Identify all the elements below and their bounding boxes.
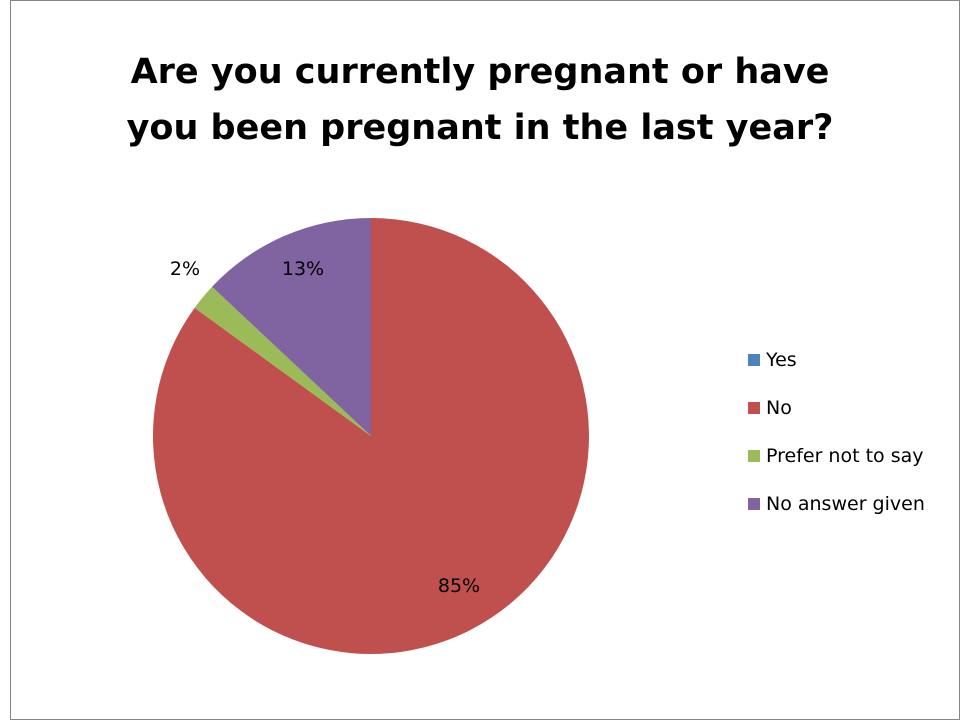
legend-item-no: No [748,396,925,420]
pie-slice-prefer-not-to-say [194,286,371,436]
pie-slice-no [152,218,589,654]
legend-item-no-answer-given: No answer given [748,492,925,516]
chart-title-line-1: Are you currently pregnant or have [130,52,830,92]
data-label-prefer-not-to-say: 2% [170,258,200,280]
legend-item-prefer-not-to-say: Prefer not to say [748,444,925,468]
data-label-no-answer-given: 13% [282,258,324,280]
chart-title: Are you currently pregnant or have you b… [60,44,900,156]
legend-swatch-yes [748,354,760,366]
legend-label-yes: Yes [766,349,797,371]
legend-swatch-no [748,402,760,414]
legend-label-no: No [766,397,792,419]
chart-legend: Yes No Prefer not to say No answer given [748,348,925,540]
legend-label-prefer-not-to-say: Prefer not to say [766,445,924,467]
data-label-no: 85% [438,575,480,597]
legend-item-yes: Yes [748,348,925,372]
legend-label-no-answer-given: No answer given [766,493,925,515]
legend-swatch-no-answer-given [748,498,760,510]
legend-swatch-prefer-not-to-say [748,450,760,462]
pie-slice-no-answer-given [212,217,371,436]
chart-title-line-2: you been pregnant in the last year? [126,108,834,148]
